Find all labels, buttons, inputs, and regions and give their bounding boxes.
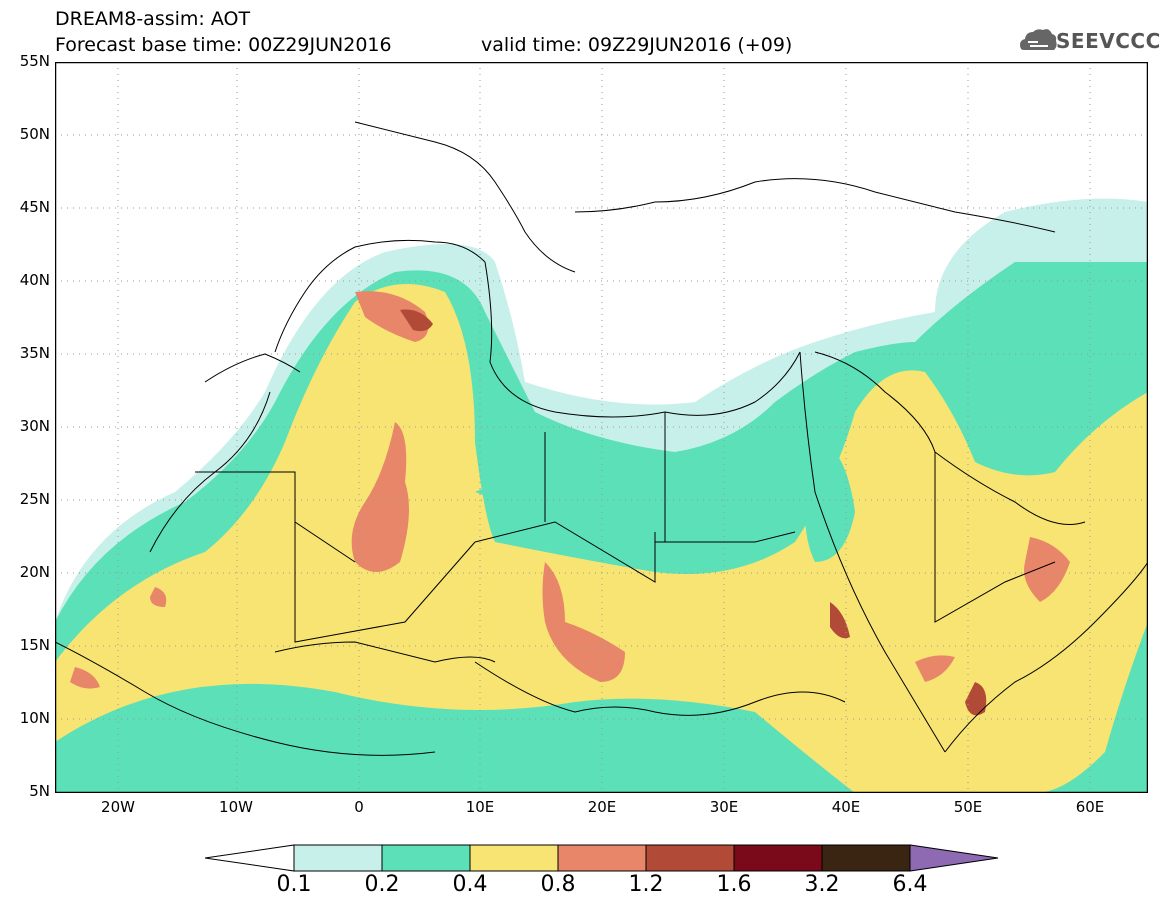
colorbar xyxy=(205,844,999,872)
colorbar-segment xyxy=(733,844,823,872)
lon-label: 50E xyxy=(953,798,983,816)
colorbar-label: 6.4 xyxy=(892,872,928,897)
aot-field-0.8 xyxy=(351,422,409,572)
colorbar-segment-high xyxy=(909,844,999,872)
lat-label: 35N xyxy=(19,344,50,362)
lat-label: 30N xyxy=(19,417,50,435)
lat-label: 55N xyxy=(19,52,50,70)
colorbar-segment xyxy=(645,844,735,872)
lat-label: 20N xyxy=(19,563,50,581)
aot-map xyxy=(55,62,1148,793)
valid-time: valid time: 09Z29JUN2016 (+09) xyxy=(481,34,793,56)
colorbar-label: 0.4 xyxy=(452,872,488,897)
map-title: DREAM8-assim: AOT xyxy=(55,8,251,30)
lon-label: 20W xyxy=(101,798,135,816)
lat-label: 5N xyxy=(29,782,50,800)
lat-label: 40N xyxy=(19,271,50,289)
colorbar-label: 0.1 xyxy=(276,872,312,897)
forecast-base-time: Forecast base time: 00Z29JUN2016 xyxy=(55,34,392,56)
lat-label: 15N xyxy=(19,636,50,654)
lon-label: 10W xyxy=(219,798,253,816)
colorbar-label: 1.2 xyxy=(628,872,664,897)
lat-label: 50N xyxy=(19,125,50,143)
cloud-icon xyxy=(1020,29,1057,50)
colorbar-segment-low xyxy=(205,844,295,872)
lon-label: 30E xyxy=(709,798,739,816)
lat-label: 25N xyxy=(19,490,50,508)
colorbar-label: 3.2 xyxy=(804,872,840,897)
aot-field-0.4 xyxy=(55,284,1148,793)
lon-label: 0 xyxy=(354,798,364,816)
colorbar-segment xyxy=(293,844,383,872)
lon-label: 40E xyxy=(831,798,861,816)
aot-field-1.2 xyxy=(400,309,433,332)
colorbar-segment xyxy=(821,844,911,872)
colorbar-label: 1.6 xyxy=(716,872,752,897)
lon-label: 10E xyxy=(465,798,495,816)
colorbar-segment xyxy=(381,844,471,872)
lon-label: 20E xyxy=(587,798,617,816)
lat-label: 45N xyxy=(19,198,50,216)
colorbar-segment xyxy=(557,844,647,872)
colorbar-label: 0.2 xyxy=(364,872,400,897)
logo-text: SEEVCCC xyxy=(1056,29,1161,53)
lon-label: 60E xyxy=(1075,798,1105,816)
colorbar-segment xyxy=(469,844,559,872)
lat-label: 10N xyxy=(19,709,50,727)
colorbar-label: 0.8 xyxy=(540,872,576,897)
